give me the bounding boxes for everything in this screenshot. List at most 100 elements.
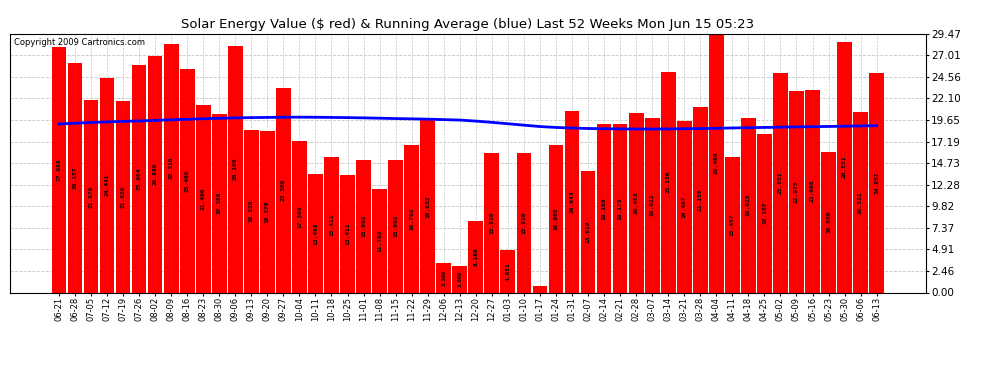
Text: 21.156: 21.156 — [698, 188, 703, 211]
Text: 16.050: 16.050 — [826, 211, 831, 233]
Text: 20.532: 20.532 — [858, 191, 863, 214]
Text: 15.910: 15.910 — [489, 211, 494, 234]
Bar — [100, 78, 115, 292]
Text: 8.166: 8.166 — [473, 247, 478, 266]
Text: 17.309: 17.309 — [297, 205, 302, 228]
Bar — [805, 90, 820, 292]
Text: 13.819: 13.819 — [585, 220, 590, 243]
Text: 21.820: 21.820 — [121, 186, 126, 208]
Text: 3.369: 3.369 — [442, 270, 446, 286]
Bar — [548, 145, 563, 292]
Text: 15.457: 15.457 — [730, 213, 735, 236]
Bar — [789, 91, 804, 292]
Bar — [757, 134, 772, 292]
Bar — [67, 63, 82, 292]
Bar — [821, 152, 836, 292]
Bar — [838, 42, 852, 292]
Text: 18.107: 18.107 — [762, 202, 767, 224]
Text: 4.851: 4.851 — [505, 262, 511, 280]
Text: 21.406: 21.406 — [201, 187, 206, 210]
Text: 20.386: 20.386 — [217, 192, 222, 214]
Bar — [324, 157, 339, 292]
Text: 15.092: 15.092 — [361, 215, 366, 237]
Bar — [228, 46, 243, 292]
Bar — [741, 117, 755, 292]
Bar — [869, 74, 884, 292]
Text: 20.643: 20.643 — [569, 190, 574, 213]
Text: 15.092: 15.092 — [393, 215, 398, 237]
Bar — [452, 266, 467, 292]
Text: 29.469: 29.469 — [714, 152, 719, 174]
Text: 19.168: 19.168 — [602, 197, 607, 220]
Bar — [661, 72, 675, 292]
Bar — [773, 72, 788, 292]
Bar — [196, 105, 211, 292]
Text: 15.411: 15.411 — [329, 214, 334, 236]
Text: 22.975: 22.975 — [794, 180, 799, 203]
Bar — [180, 69, 195, 292]
Text: 26.157: 26.157 — [72, 166, 77, 189]
Bar — [517, 153, 532, 292]
Text: 15.910: 15.910 — [522, 211, 527, 234]
Bar — [308, 174, 323, 292]
Bar — [260, 131, 274, 292]
Bar — [725, 157, 740, 292]
Text: 24.441: 24.441 — [105, 174, 110, 196]
Bar — [51, 46, 66, 292]
Text: 23.309: 23.309 — [281, 179, 286, 201]
Bar — [372, 189, 387, 292]
Bar — [404, 145, 419, 292]
Text: 28.310: 28.310 — [168, 157, 173, 180]
Bar — [148, 56, 162, 292]
Bar — [116, 101, 131, 292]
Text: 16.805: 16.805 — [553, 207, 558, 230]
Text: 25.406: 25.406 — [185, 170, 190, 192]
Bar — [468, 221, 483, 292]
Bar — [356, 160, 371, 292]
Text: 28.106: 28.106 — [233, 158, 238, 180]
Text: 11.792: 11.792 — [377, 230, 382, 252]
Text: 24.951: 24.951 — [874, 172, 879, 194]
Bar — [644, 118, 659, 292]
Title: Solar Energy Value ($ red) & Running Average (blue) Last 52 Weeks Mon Jun 15 05:: Solar Energy Value ($ red) & Running Ave… — [181, 18, 754, 31]
Bar — [421, 120, 435, 292]
Bar — [629, 113, 644, 292]
Bar — [693, 107, 708, 292]
Bar — [581, 171, 595, 292]
Bar — [613, 124, 628, 292]
Bar — [597, 124, 612, 292]
Text: 25.156: 25.156 — [665, 171, 670, 194]
Bar — [163, 44, 178, 292]
Text: 25.051: 25.051 — [778, 171, 783, 194]
Text: 27.999: 27.999 — [56, 158, 61, 181]
Text: 19.632: 19.632 — [425, 195, 431, 217]
Bar — [132, 65, 147, 292]
Bar — [437, 263, 451, 292]
Bar — [501, 250, 515, 292]
Bar — [212, 114, 227, 292]
Bar — [677, 122, 692, 292]
Bar — [341, 175, 354, 292]
Text: 20.453: 20.453 — [634, 192, 639, 214]
Bar — [276, 88, 291, 292]
Bar — [388, 160, 403, 292]
Text: Copyright 2009 Cartronics.com: Copyright 2009 Cartronics.com — [15, 38, 146, 46]
Bar — [244, 130, 258, 292]
Bar — [292, 141, 307, 292]
Text: 18.379: 18.379 — [265, 201, 270, 223]
Text: 28.551: 28.551 — [842, 156, 847, 178]
Text: 18.520: 18.520 — [248, 200, 253, 222]
Text: 3.009: 3.009 — [457, 271, 462, 287]
Bar — [533, 286, 547, 292]
Text: 16.792: 16.792 — [409, 207, 414, 230]
Text: 19.175: 19.175 — [618, 197, 623, 220]
Text: 19.922: 19.922 — [649, 194, 654, 216]
Bar — [853, 112, 868, 292]
Text: 13.411: 13.411 — [346, 222, 350, 245]
Bar — [484, 153, 499, 292]
Bar — [709, 34, 724, 292]
Text: 19.497: 19.497 — [682, 196, 687, 218]
Bar — [564, 111, 579, 292]
Text: 23.088: 23.088 — [810, 180, 815, 203]
Text: 25.904: 25.904 — [137, 168, 142, 190]
